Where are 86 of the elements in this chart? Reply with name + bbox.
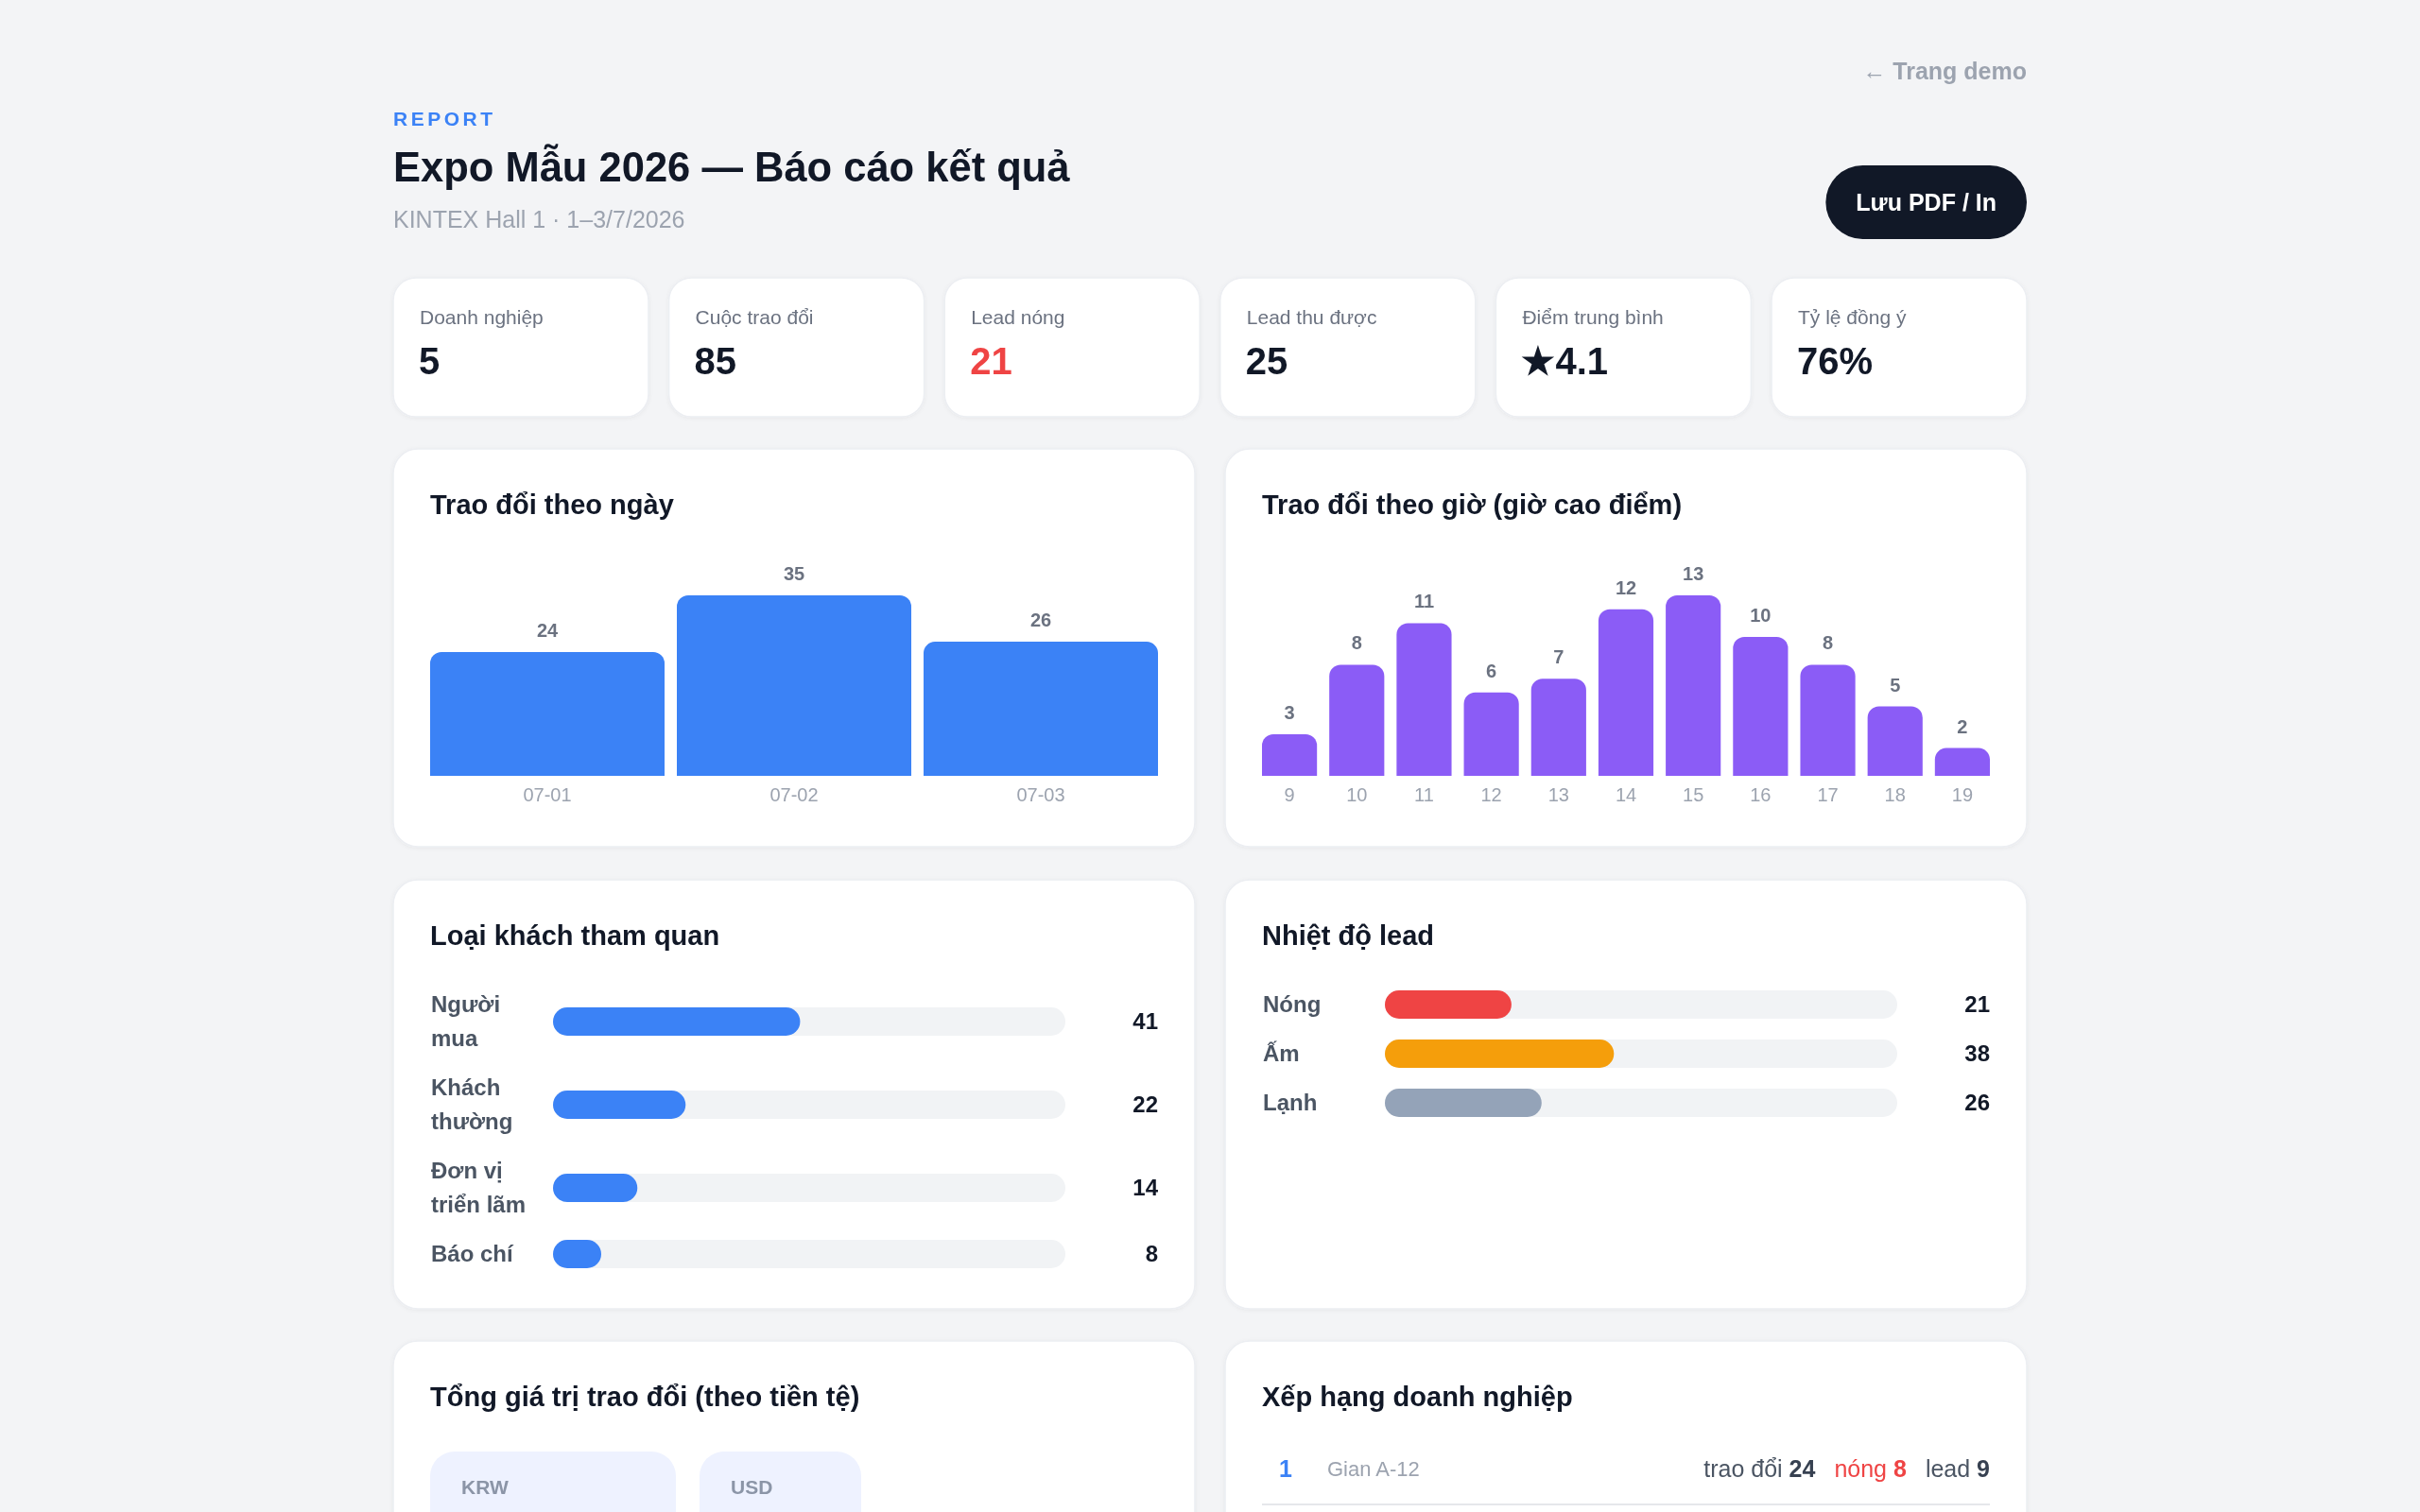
text: 8 <box>1893 1454 1907 1482</box>
data-label: 13 <box>1683 563 1704 584</box>
x-tick-label: 11 <box>1414 784 1434 805</box>
data-label: 8 <box>1822 632 1834 654</box>
category-label: Điểm trung bình <box>1522 306 1664 328</box>
bar <box>1530 679 1586 776</box>
bar <box>1666 595 1721 776</box>
data-label: 26 <box>1964 1090 1990 1116</box>
category-label: Lead nóng <box>971 306 1065 328</box>
text: 5 <box>419 340 441 382</box>
text: 24 <box>1789 1454 1816 1482</box>
category-label: Doanh nghiệp <box>420 306 544 328</box>
y-tick-label: Người mua <box>431 991 501 1052</box>
text: Xếp hạng doanh nghiệp <box>1262 1382 1573 1412</box>
y-tick-label: Báo chí <box>431 1241 515 1267</box>
x-tick-label: 14 <box>1615 784 1637 805</box>
bar <box>1934 747 1990 776</box>
x-tick-label: 07-03 <box>1016 784 1065 805</box>
bar <box>1262 733 1318 776</box>
x-tick-label: 19 <box>1951 784 1974 805</box>
save-button[interactable]: Lưu PDF / In <box>1825 165 2027 239</box>
category-label: Tỷ lệ đồng ý <box>1798 306 1907 328</box>
x-tick-label: 12 <box>1480 784 1502 805</box>
category-label: lead <box>1925 1454 1971 1482</box>
data-label: 2 <box>1957 715 1968 737</box>
data-label: 26 <box>1029 610 1052 631</box>
text: 1 <box>1279 1454 1293 1482</box>
text: ★4.1 <box>1521 340 1609 382</box>
y-tick-label: Đơn vị triển lãm <box>431 1158 527 1218</box>
text: 25 <box>1245 340 1288 382</box>
data-label: 10 <box>1750 605 1772 627</box>
category-label: USD <box>731 1476 773 1499</box>
x-tick-label: 10 <box>1346 784 1368 805</box>
data-label: 14 <box>1132 1175 1159 1201</box>
data-label: 12 <box>1615 576 1637 598</box>
data-label: 8 <box>1351 632 1362 654</box>
bar <box>1800 664 1856 776</box>
data-label: 11 <box>1413 591 1435 612</box>
text: 21 <box>970 340 1012 382</box>
x-tick-label: 13 <box>1547 784 1569 805</box>
data-label: 3 <box>1284 701 1295 723</box>
text: Expo Mẫu 2026 — Báo cáo kết quả <box>393 144 1071 190</box>
x-tick-label: 15 <box>1683 784 1704 805</box>
text: KINTEX Hall 1 · 1–3/7/2026 <box>393 206 685 232</box>
chart-title: Trao đổi theo giờ (giờ cao điểm) <box>1262 490 1683 520</box>
text: 85 <box>694 340 737 382</box>
data-label: 8 <box>1145 1241 1158 1267</box>
data-label: 5 <box>1890 674 1901 696</box>
data-label: 35 <box>783 563 805 584</box>
category-label: Cuộc trao đổi <box>695 306 814 328</box>
text: 76% <box>1797 340 1874 382</box>
category-label: nóng <box>1834 1454 1888 1482</box>
bar <box>1733 637 1789 776</box>
category-label: KRW <box>461 1476 509 1499</box>
text: Tổng giá trị trao đổi (theo tiền tệ) <box>430 1382 860 1412</box>
x-tick-label: 17 <box>1817 784 1839 805</box>
chart-title: Loại khách tham quan <box>430 920 720 951</box>
text: Gian A-12 <box>1327 1456 1420 1481</box>
bar <box>1463 692 1519 776</box>
y-tick-label: Khách thường <box>431 1074 513 1135</box>
data-label: 21 <box>1964 991 1990 1018</box>
y-tick-label: Nóng <box>1263 991 1322 1018</box>
data-label: 6 <box>1486 660 1497 681</box>
bar <box>1867 706 1923 776</box>
chart-title: Nhiệt độ lead <box>1262 920 1435 951</box>
data-label: 41 <box>1132 1008 1158 1035</box>
x-tick-label: 07-02 <box>769 784 819 805</box>
category-label: Lead thu được <box>1246 306 1377 328</box>
bar <box>1396 623 1452 776</box>
y-tick-label: Ấm <box>1263 1040 1300 1067</box>
text: 9 <box>1977 1454 1990 1482</box>
text: REPORT <box>393 108 496 129</box>
bar <box>1329 664 1385 776</box>
data-label: 22 <box>1132 1091 1158 1118</box>
data-label: 24 <box>536 620 559 642</box>
text: ← Trang demo <box>1862 58 2027 84</box>
x-tick-label: 07-01 <box>523 784 572 805</box>
x-tick-label: 18 <box>1884 784 1906 805</box>
x-tick-label: 9 <box>1284 784 1295 805</box>
category-label: trao đổi <box>1703 1454 1783 1482</box>
data-label: 38 <box>1964 1040 1990 1067</box>
x-tick-label: 16 <box>1750 784 1772 805</box>
y-tick-label: Lạnh <box>1263 1090 1318 1116</box>
chart-title: Trao đổi theo ngày <box>430 490 674 520</box>
bar <box>1598 609 1654 776</box>
data-label: 7 <box>1553 646 1564 668</box>
